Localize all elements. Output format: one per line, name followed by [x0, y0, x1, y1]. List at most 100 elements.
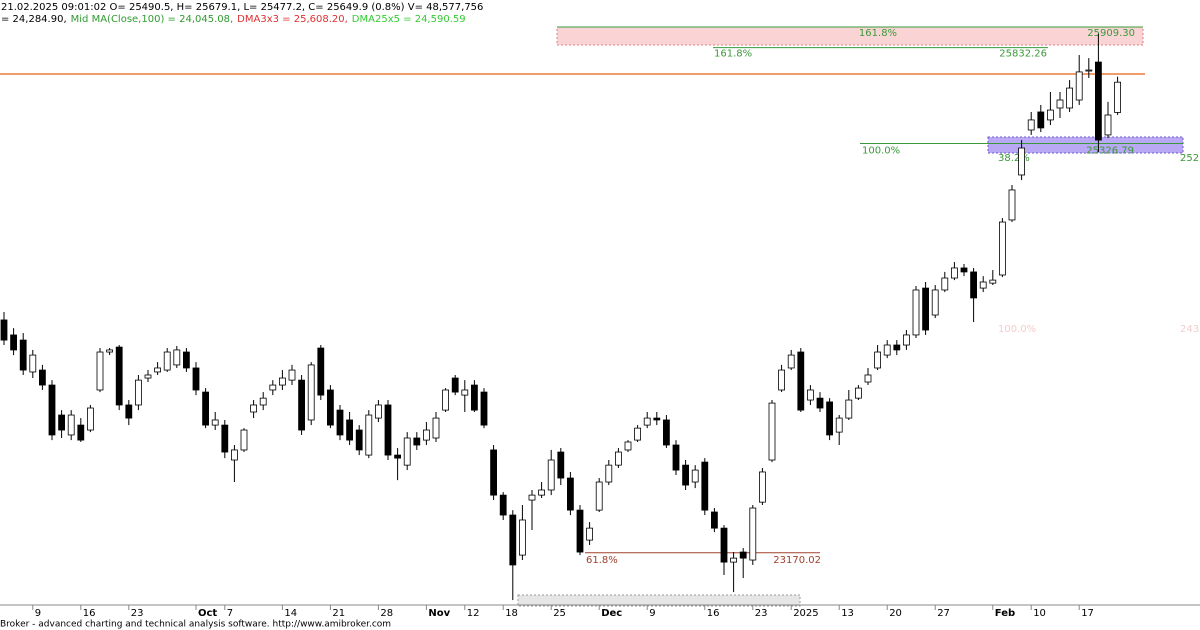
fib-value: 25909.30 — [1087, 28, 1135, 39]
candle-body — [470, 384, 478, 411]
candle-body — [96, 351, 104, 391]
candle-body — [0, 319, 8, 341]
candle-body — [941, 277, 949, 291]
candle-body — [422, 429, 430, 441]
candle-body — [787, 354, 795, 369]
candle-body — [259, 397, 267, 406]
candle-body — [480, 391, 488, 426]
candle-body — [182, 351, 190, 369]
candle-body — [39, 369, 46, 386]
candle-body — [883, 344, 891, 356]
fib-ratio: 161.8% — [714, 49, 752, 60]
x-tick-label: 27 — [937, 608, 950, 619]
indicator: = 24,284.90, — [1, 14, 67, 25]
annotation-text: 38.2% — [998, 153, 1030, 164]
candle-body — [778, 369, 785, 391]
candle-body — [759, 471, 766, 503]
annotation-text: 2525 — [1180, 153, 1200, 164]
candle-body — [10, 334, 18, 351]
x-tick-label: 10 — [1033, 608, 1046, 619]
candle-body — [672, 444, 680, 471]
candle-body — [288, 369, 296, 381]
annotation-text: 100.0% — [998, 324, 1036, 335]
candle-body — [807, 389, 814, 401]
x-tick-label: Oct — [198, 608, 217, 619]
header: 21.02.2025 09:01:02 O= 25490.5, H= 25679… — [1, 2, 483, 13]
candle-body — [432, 417, 440, 439]
candle-body — [768, 402, 776, 461]
fib-ratio: 161.8% — [859, 28, 897, 39]
candle-body — [567, 477, 574, 511]
x-tick-label: 17 — [1081, 608, 1094, 619]
candle-body — [355, 429, 363, 451]
candle-body — [163, 351, 171, 371]
candle-body — [125, 404, 133, 419]
candle-body — [230, 449, 238, 461]
candle-body — [595, 481, 603, 511]
candle-body — [711, 511, 718, 529]
candle-body — [326, 389, 334, 426]
candle-body — [979, 281, 987, 289]
candle-body — [845, 399, 853, 419]
indicator: DMA25x5 = 24,590.59 — [352, 14, 466, 25]
support-zone — [987, 136, 1184, 154]
x-tick-label: 23 — [131, 608, 144, 619]
candle-body — [58, 414, 65, 431]
candle-body — [67, 414, 75, 436]
candle-body — [682, 464, 689, 486]
candle-body — [701, 461, 709, 511]
candle-body — [499, 494, 507, 516]
candle-body — [528, 494, 536, 501]
candle-body — [173, 349, 181, 366]
candle-body — [134, 379, 142, 406]
candle-body — [931, 289, 939, 316]
candle-body — [115, 346, 123, 406]
candle-body — [1037, 111, 1045, 129]
candle-body — [384, 404, 392, 456]
candle-body — [970, 271, 977, 299]
candle-body — [826, 401, 833, 436]
candle-body — [211, 419, 219, 426]
candle-body — [1085, 69, 1093, 72]
candle-body — [374, 404, 382, 419]
candle-body — [691, 469, 699, 483]
candle-body — [278, 377, 286, 386]
x-tick-label: 16 — [707, 608, 720, 619]
fib-ratio: 61.8% — [586, 555, 618, 566]
x-tick-label: 13 — [841, 608, 854, 619]
candle-body — [490, 449, 498, 496]
candle-body — [1018, 147, 1025, 176]
x-tick-label: 25 — [553, 608, 566, 619]
candle-body — [903, 334, 910, 346]
candle-body — [106, 349, 113, 353]
candle-body — [1008, 189, 1016, 221]
candle-body — [912, 289, 920, 336]
fib-ratio: 100.0% — [862, 146, 900, 157]
indicator: Mid MA(Close,100) = 24,045.08, — [71, 14, 234, 25]
candle-body — [816, 397, 824, 409]
candle-body — [202, 391, 210, 426]
candle-body — [240, 429, 248, 451]
candle-body — [413, 437, 421, 446]
candle-body — [576, 509, 584, 553]
indicator-line: = 24,284.90, Mid MA(Close,100) = 24,045.0… — [1, 14, 466, 25]
x-tick-label: 14 — [284, 608, 297, 619]
candle-body — [797, 351, 805, 411]
candle-body — [835, 417, 843, 433]
indicator: DMA3x3 = 25,608.20, — [237, 14, 348, 25]
candle-body — [989, 279, 997, 284]
x-tick-label: 12 — [467, 608, 480, 619]
candle-body — [663, 419, 670, 446]
candle-body — [547, 459, 555, 491]
candle-body — [1104, 114, 1112, 136]
candle-body — [87, 407, 94, 431]
candle-body — [557, 451, 565, 479]
candle-body — [855, 387, 862, 399]
candle-body — [653, 417, 661, 421]
candle-body — [960, 267, 968, 273]
x-tick-label: 23 — [755, 608, 768, 619]
x-tick-label: Nov — [428, 608, 450, 619]
target-zone — [556, 26, 1144, 46]
